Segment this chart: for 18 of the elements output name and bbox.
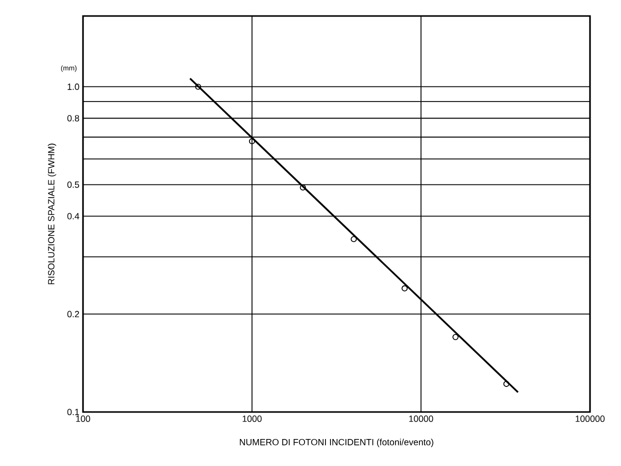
point bbox=[503, 380, 510, 387]
y-axis-title: RISOLUZIONE SPAZIALE (FWHM) bbox=[48, 144, 56, 284]
y-tick-label: 1.0 bbox=[68, 84, 80, 90]
point bbox=[350, 236, 357, 242]
x-tick-label: 100000 bbox=[576, 416, 605, 422]
x-tick-label: 10000 bbox=[409, 416, 434, 422]
x-axis-title: NUMERO DI FOTONI INCIDENTI (fotoni/evento) bbox=[240, 438, 434, 448]
x-tick-label: 1000 bbox=[242, 416, 262, 422]
point bbox=[248, 138, 256, 144]
point bbox=[300, 184, 306, 191]
x-tick-label: 100 bbox=[76, 416, 90, 422]
y-tick-label: 0.8 bbox=[67, 115, 80, 122]
y-tick-label: 0.5 bbox=[67, 181, 80, 188]
y-tick-label: 0.1 bbox=[67, 408, 80, 416]
point bbox=[402, 285, 408, 292]
y-tick-label: 0.4 bbox=[67, 212, 80, 220]
point bbox=[452, 334, 459, 340]
y-tick-label: 0.2 bbox=[67, 310, 80, 318]
